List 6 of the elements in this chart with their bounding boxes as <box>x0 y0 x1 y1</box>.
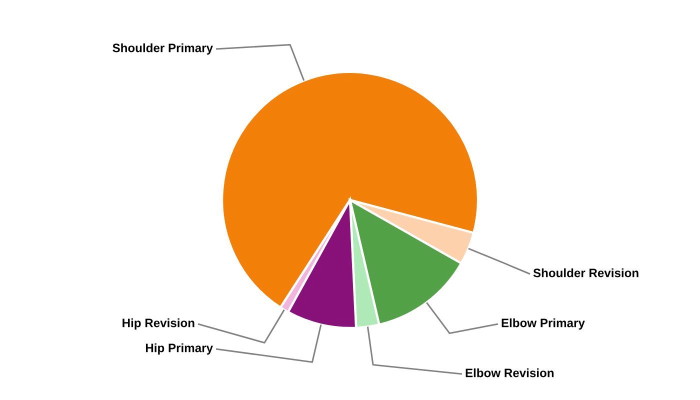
slice-label: Elbow Revision <box>466 368 554 378</box>
slice-label: Elbow Primary <box>502 318 585 330</box>
slice-label: Hip Primary <box>146 343 213 355</box>
slice-label: Shoulder Primary <box>112 43 213 55</box>
slice-label: Shoulder Revision <box>533 268 638 278</box>
slice-label: Hip Revision <box>122 318 194 330</box>
